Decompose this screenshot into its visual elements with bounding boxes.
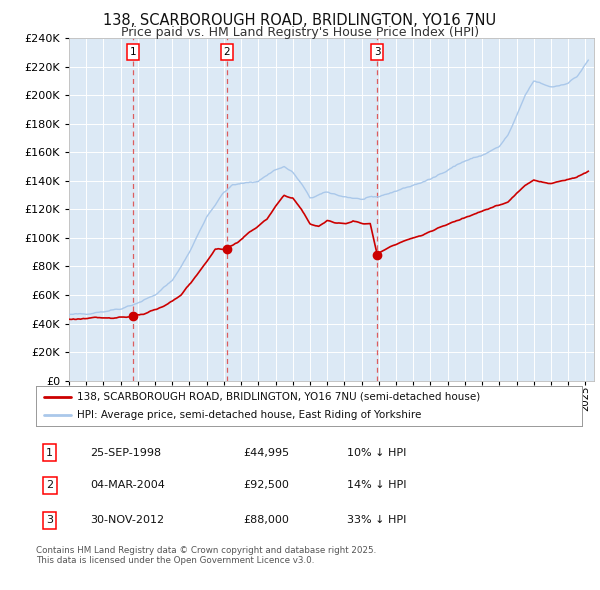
Text: 25-SEP-1998: 25-SEP-1998 (91, 448, 162, 457)
Text: 3: 3 (46, 515, 53, 525)
Text: 138, SCARBOROUGH ROAD, BRIDLINGTON, YO16 7NU (semi-detached house): 138, SCARBOROUGH ROAD, BRIDLINGTON, YO16… (77, 392, 480, 402)
Text: Price paid vs. HM Land Registry's House Price Index (HPI): Price paid vs. HM Land Registry's House … (121, 26, 479, 39)
Text: 2: 2 (224, 47, 230, 57)
Text: 1: 1 (46, 448, 53, 457)
Text: HPI: Average price, semi-detached house, East Riding of Yorkshire: HPI: Average price, semi-detached house,… (77, 410, 421, 420)
Text: 138, SCARBOROUGH ROAD, BRIDLINGTON, YO16 7NU: 138, SCARBOROUGH ROAD, BRIDLINGTON, YO16… (103, 13, 497, 28)
Text: 04-MAR-2004: 04-MAR-2004 (91, 480, 166, 490)
Text: £92,500: £92,500 (244, 480, 289, 490)
Text: 1: 1 (130, 47, 137, 57)
Text: 14% ↓ HPI: 14% ↓ HPI (347, 480, 407, 490)
Text: 30-NOV-2012: 30-NOV-2012 (91, 515, 165, 525)
Text: £44,995: £44,995 (244, 448, 290, 457)
Text: 2: 2 (46, 480, 53, 490)
Text: 10% ↓ HPI: 10% ↓ HPI (347, 448, 407, 457)
Text: £88,000: £88,000 (244, 515, 289, 525)
Text: 3: 3 (374, 47, 380, 57)
Text: Contains HM Land Registry data © Crown copyright and database right 2025.
This d: Contains HM Land Registry data © Crown c… (36, 546, 376, 565)
Text: 33% ↓ HPI: 33% ↓ HPI (347, 515, 407, 525)
